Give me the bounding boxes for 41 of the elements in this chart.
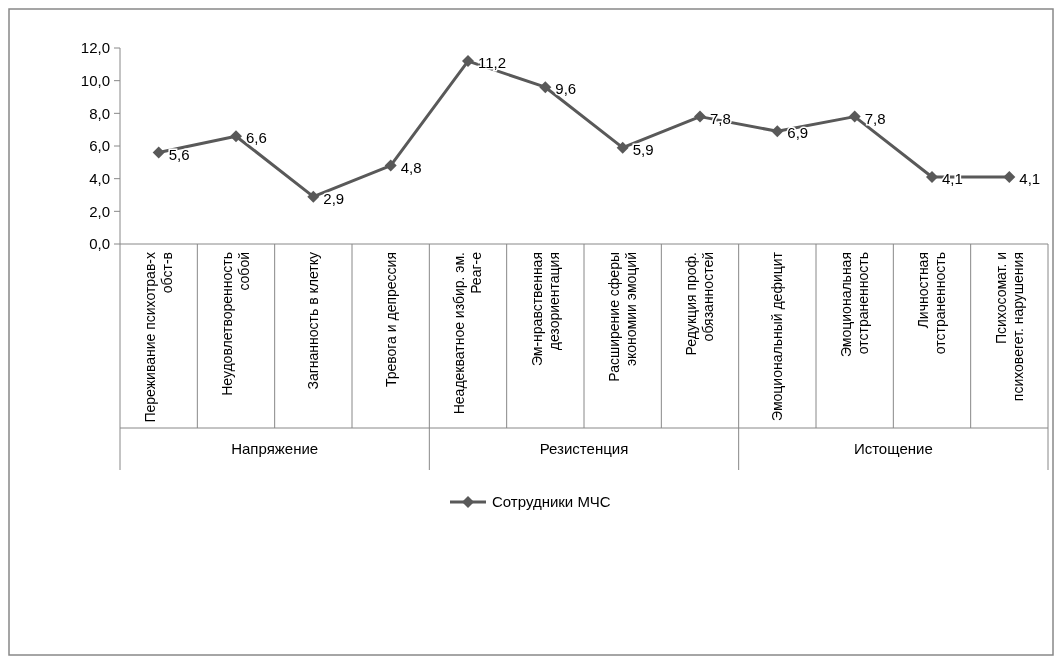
x-tick-label: Переживание психотрав-х обст-в bbox=[142, 252, 176, 423]
y-tick-label: 6,0 bbox=[89, 137, 110, 155]
point bbox=[230, 130, 242, 143]
data-label: 5,9 bbox=[632, 140, 654, 158]
y-tick-label: 8,0 bbox=[89, 104, 110, 122]
data-label: 6,9 bbox=[787, 124, 809, 142]
data-label: 9,6 bbox=[555, 80, 577, 98]
y-tick-label: 10,0 bbox=[80, 71, 110, 89]
data-label: 4,1 bbox=[1019, 170, 1041, 188]
point bbox=[539, 81, 552, 94]
legend-label: Сотрудники МЧС bbox=[492, 493, 611, 511]
point bbox=[926, 171, 938, 184]
point bbox=[848, 110, 861, 123]
x-tick-label: Эмоциональная отстраненность bbox=[838, 252, 872, 358]
x-tick-label: Эм-нравственная дезориентация bbox=[528, 252, 562, 367]
x-tick-label: Неудовлетворенность собой bbox=[219, 252, 253, 396]
text: Истощение bbox=[853, 440, 933, 458]
y-tick-label: 0,0 bbox=[89, 235, 110, 253]
data-label: 2,9 bbox=[323, 189, 345, 207]
text: Напряжение bbox=[231, 440, 319, 458]
point bbox=[462, 55, 474, 68]
data-label: 7,8 bbox=[864, 109, 886, 127]
data-label: 6,6 bbox=[246, 129, 267, 147]
point bbox=[1003, 171, 1016, 184]
x-tick-label: Эмоциональный дефицит bbox=[769, 251, 786, 421]
x-tick-label: Неадекватное избир. эм. Реаг-е bbox=[451, 251, 485, 415]
x-tick-label: Тревога и депрессия bbox=[382, 252, 399, 388]
y-tick-label: 2,0 bbox=[89, 202, 110, 220]
point bbox=[152, 146, 165, 159]
point bbox=[694, 110, 706, 123]
text: Резистенция bbox=[539, 440, 629, 458]
point bbox=[771, 125, 784, 138]
point bbox=[616, 141, 629, 154]
point bbox=[384, 159, 397, 172]
data-label: 5,6 bbox=[168, 145, 190, 163]
y-tick-label: 4,0 bbox=[89, 169, 110, 187]
point bbox=[307, 190, 320, 203]
data-label: 4,8 bbox=[400, 158, 422, 176]
data-label: 11,2 bbox=[478, 54, 507, 72]
y-tick-label: 12,0 bbox=[80, 39, 110, 57]
x-tick-label: Загнанность в клетку bbox=[305, 252, 322, 390]
